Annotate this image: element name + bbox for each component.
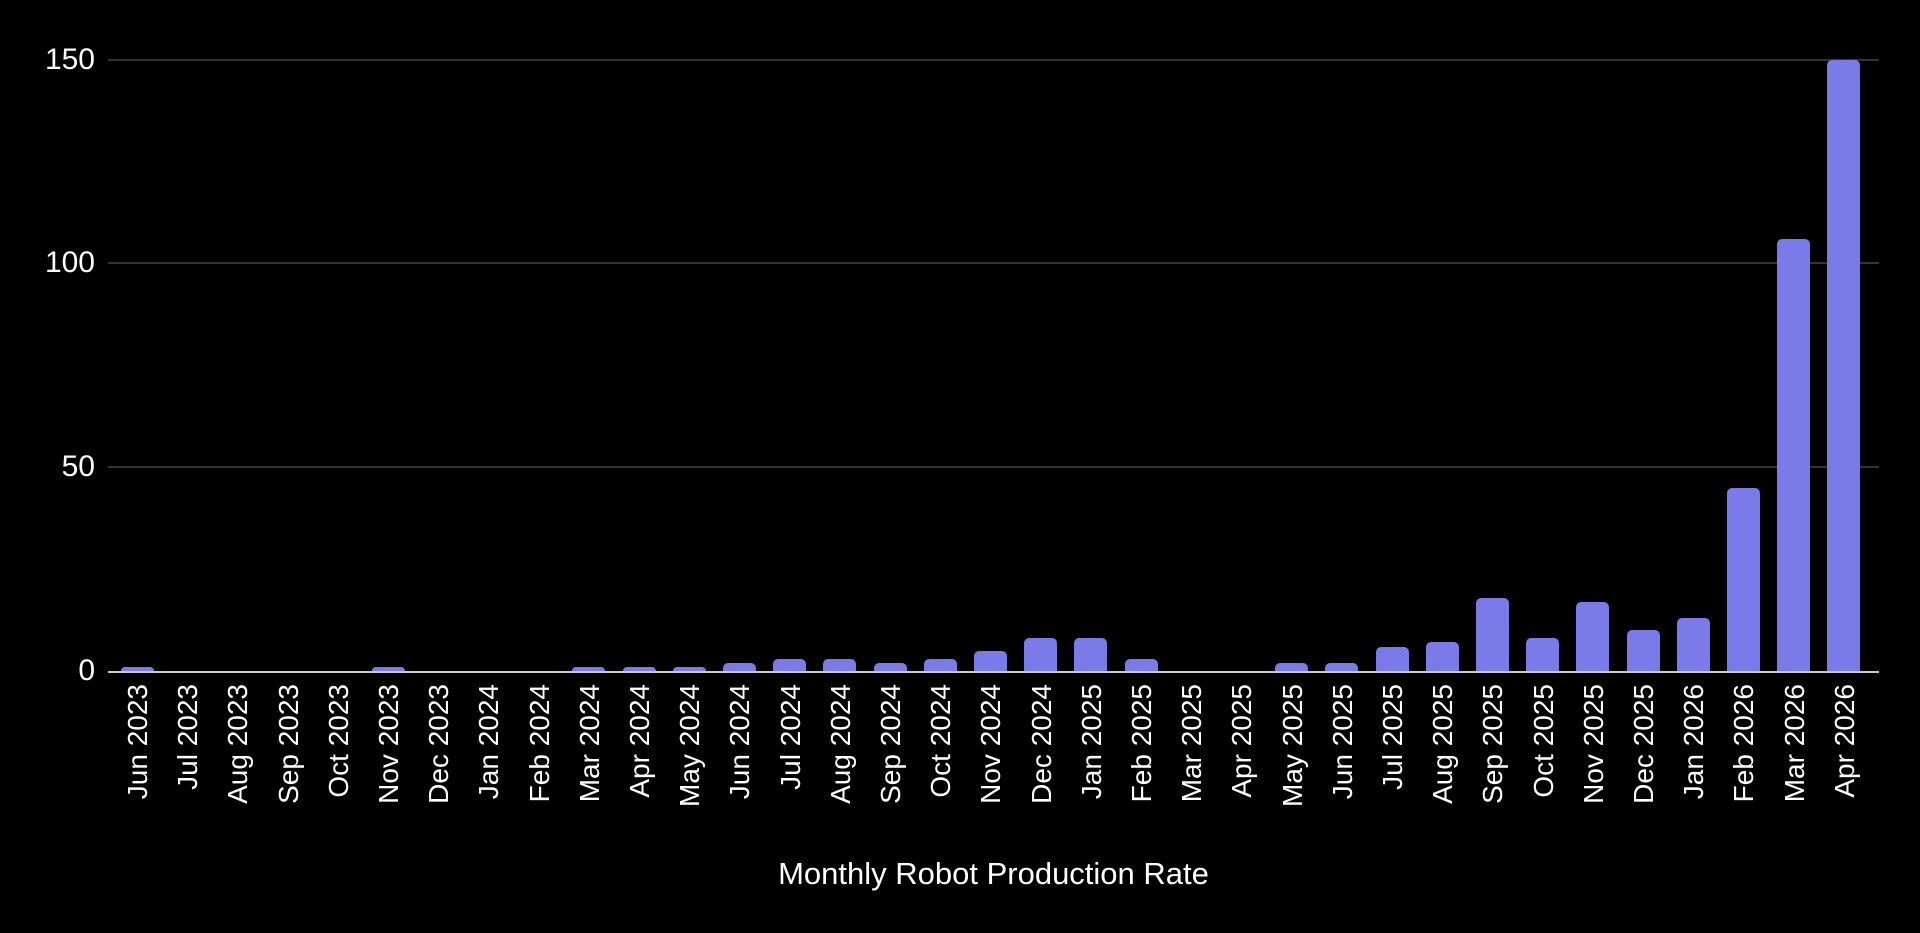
- x-axis-tick-label: Jul 2024: [774, 684, 806, 790]
- x-axis-tick-label: Sep 2023: [272, 684, 304, 804]
- bar-nov-2025: [1576, 601, 1610, 671]
- bar-jun-2025: [1325, 662, 1359, 671]
- x-axis-tick-label: Oct 2024: [925, 684, 957, 798]
- x-axis-tick-label: Mar 2024: [573, 684, 605, 803]
- bar-nov-2023: [371, 666, 405, 671]
- bar-oct-2025: [1526, 638, 1560, 671]
- x-axis-tick-label: Feb 2026: [1728, 684, 1760, 803]
- x-axis-tick-label: Feb 2025: [1126, 684, 1157, 803]
- bar-dec-2024: [1024, 638, 1058, 671]
- gridline-150: [108, 58, 1879, 61]
- gridline-100: [108, 262, 1879, 265]
- x-axis-tick-label: Dec 2023: [423, 684, 455, 804]
- bar-jan-2025: [1074, 638, 1108, 671]
- chart-title: Monthly Robot Production Rate: [778, 856, 1209, 891]
- y-axis-tick-label: 50: [61, 450, 95, 484]
- x-axis-tick-label: Aug 2023: [222, 684, 254, 804]
- bar-aug-2024: [823, 658, 857, 671]
- x-axis-baseline: [108, 671, 1879, 673]
- x-axis-tick-label: Sep 2025: [1477, 684, 1509, 804]
- x-axis-tick-label: Nov 2024: [975, 684, 1007, 804]
- x-axis-tick-label: Sep 2024: [875, 684, 906, 804]
- x-axis-tick-label: Apr 2026: [1828, 684, 1860, 798]
- x-axis-tick-label: Nov 2025: [1577, 684, 1609, 804]
- x-axis-tick-label: Aug 2025: [1427, 684, 1459, 804]
- x-axis-tick-label: Apr 2025: [1226, 684, 1258, 798]
- x-axis-tick-label: Jan 2025: [1075, 684, 1107, 800]
- bar-aug-2025: [1425, 642, 1459, 671]
- bar-apr-2026: [1827, 59, 1861, 671]
- x-axis-tick-label: Mar 2025: [1176, 684, 1208, 803]
- x-axis-tick-label: Dec 2025: [1628, 684, 1659, 804]
- x-axis-tick-label: Jun 2023: [122, 684, 153, 800]
- x-axis-tick-label: Oct 2025: [1527, 684, 1559, 798]
- x-axis-tick-label: May 2024: [674, 684, 706, 807]
- bar-mar-2026: [1777, 238, 1811, 671]
- y-axis-tick-label: 100: [44, 246, 95, 280]
- bar-jul-2025: [1375, 646, 1409, 671]
- bar-jul-2024: [773, 658, 807, 671]
- bar-jun-2024: [722, 662, 756, 671]
- bar-may-2024: [672, 666, 706, 671]
- bar-nov-2024: [973, 650, 1007, 671]
- bar-sep-2024: [873, 662, 907, 671]
- x-axis-tick-label: May 2025: [1276, 684, 1308, 807]
- y-axis-tick-label: 0: [78, 654, 95, 687]
- x-axis-tick-label: Jan 2024: [473, 684, 505, 800]
- bar-feb-2026: [1726, 487, 1760, 671]
- bar-mar-2024: [572, 666, 606, 671]
- x-axis-tick-label: Jul 2023: [172, 684, 204, 790]
- x-axis-tick-label: Feb 2024: [523, 684, 555, 803]
- x-axis-tick-label: Apr 2024: [624, 684, 655, 798]
- bar-feb-2025: [1124, 658, 1158, 671]
- x-axis-tick-label: Jun 2025: [1326, 684, 1358, 800]
- bar-jun-2023: [120, 666, 154, 671]
- bar-sep-2025: [1475, 597, 1509, 671]
- x-axis-tick-label: Oct 2023: [322, 684, 354, 798]
- x-axis-tick-label: Jun 2024: [724, 684, 756, 800]
- x-axis-tick-label: Aug 2024: [824, 684, 856, 804]
- x-axis-tick-label: Mar 2026: [1778, 684, 1810, 803]
- gridline-50: [108, 466, 1879, 469]
- bar-dec-2025: [1626, 630, 1660, 671]
- y-axis-tick-label: 150: [44, 42, 95, 76]
- x-axis-tick-label: Jul 2025: [1377, 684, 1408, 790]
- bar-oct-2024: [923, 658, 957, 671]
- x-axis-tick-label: Dec 2024: [1025, 684, 1057, 804]
- x-axis-tick-label: Jan 2026: [1678, 684, 1710, 800]
- bar-may-2025: [1275, 662, 1309, 671]
- x-axis-tick-label: Nov 2023: [373, 684, 404, 804]
- bar-jan-2026: [1676, 618, 1710, 671]
- bar-apr-2024: [622, 666, 656, 671]
